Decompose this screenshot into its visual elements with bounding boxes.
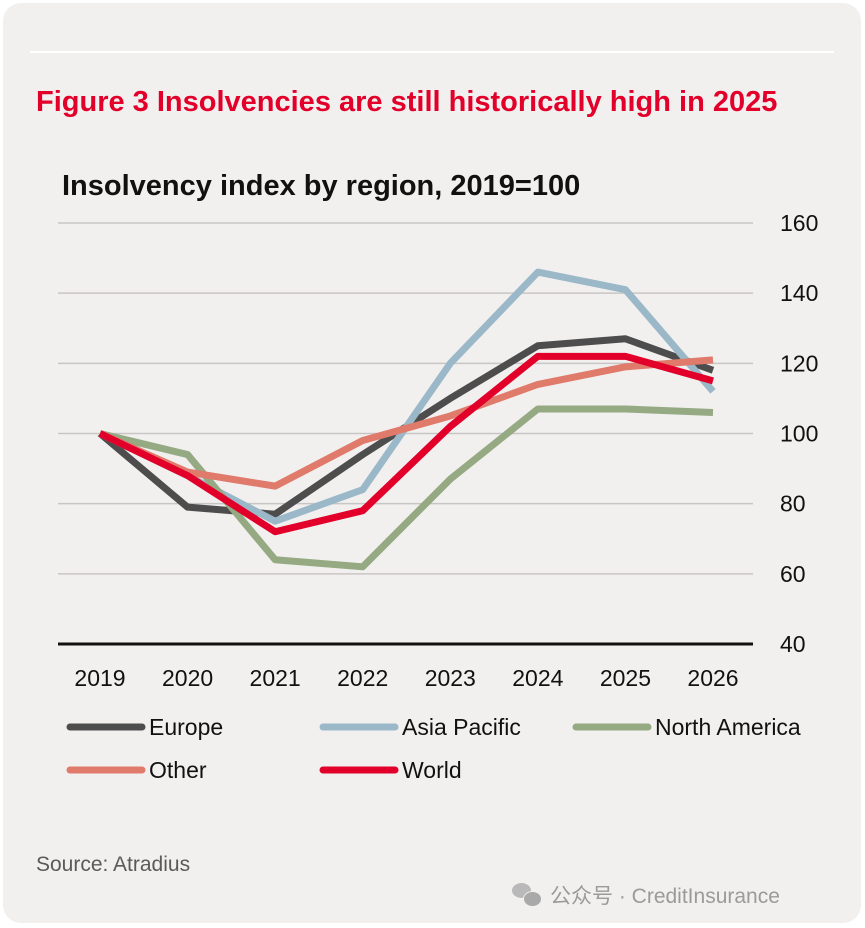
legend-label-europe: Europe — [149, 714, 223, 740]
x-tick-label: 2022 — [337, 665, 388, 691]
x-tick-label: 2025 — [600, 665, 651, 691]
x-tick-label: 2024 — [512, 665, 563, 691]
y-tick-label: 40 — [780, 631, 806, 657]
figure-title: Figure 3 Insolvencies are still historic… — [36, 86, 778, 118]
x-tick-label: 2023 — [425, 665, 476, 691]
series-line-other — [98, 356, 714, 490]
series-lines — [97, 268, 716, 571]
top-divider — [30, 51, 834, 53]
x-tick-label: 2026 — [687, 665, 738, 691]
series-line-asia-pacific — [98, 268, 716, 525]
y-tick-label: 60 — [780, 561, 806, 587]
x-tick-label: 2020 — [162, 665, 213, 691]
y-tick-label: 100 — [780, 421, 818, 447]
x-tick-label: 2019 — [74, 665, 125, 691]
y-tick-label: 160 — [780, 210, 818, 236]
y-tick-label: 120 — [780, 350, 818, 376]
chart-title: Insolvency index by region, 2019=100 — [62, 170, 581, 202]
x-axis-tick-labels: 2019 2020 2021 2022 2023 2024 2025 2026 — [74, 665, 738, 691]
legend-label-world: World — [402, 757, 462, 783]
watermark: 公众号 · CreditInsurance — [512, 880, 780, 910]
source-note: Source: Atradius — [36, 853, 191, 876]
y-tick-label: 140 — [780, 280, 818, 306]
legend-label-other: Other — [149, 757, 207, 783]
legend-label-asia-pacific: Asia Pacific — [402, 714, 521, 740]
y-axis-tick-labels: 160 140 120 100 80 60 40 — [780, 210, 818, 657]
wechat-icon — [512, 883, 542, 907]
x-tick-label: 2021 — [250, 665, 301, 691]
figure-card — [3, 3, 861, 923]
legend-label-north-america: North America — [655, 714, 801, 740]
series-line-world — [98, 352, 714, 536]
watermark-text: 公众号 · CreditInsurance — [550, 885, 780, 908]
y-tick-label: 80 — [780, 491, 806, 517]
legend: Europe Asia Pacific North America Other Worl… — [66, 714, 801, 783]
